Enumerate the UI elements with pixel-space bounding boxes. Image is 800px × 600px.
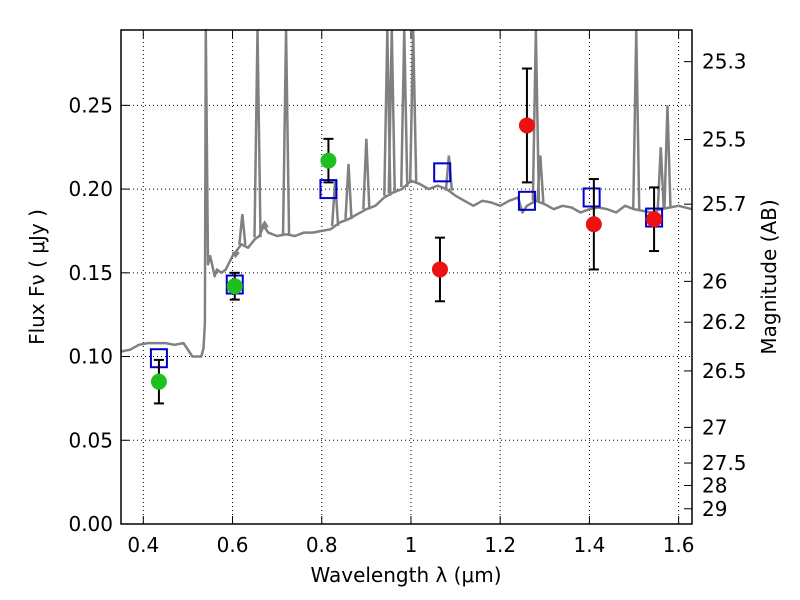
x-axis-title: Wavelength λ (μm) <box>310 563 501 587</box>
plot-frame <box>120 29 693 525</box>
axis-tick-labels: 0.4 0.6 0.8 1 1.2 1.4 1.6 0.00 0.05 0.10 0.15 0.20 0… <box>68 50 746 557</box>
y-tick-label: 0.05 <box>68 428 113 452</box>
y-tick-label: 0.10 <box>68 345 113 369</box>
right-tick-label: 28 <box>702 473 727 497</box>
right-tick-label: 25.3 <box>702 50 747 74</box>
x-tick-label: 0.8 <box>306 533 338 557</box>
emission-line-spike <box>663 105 672 208</box>
red-data-point <box>646 211 663 228</box>
right-tick-label: 25.7 <box>702 192 747 216</box>
emission-line-spike <box>260 220 269 228</box>
right-tick-label: 26 <box>702 269 727 293</box>
green-data-point <box>320 152 337 169</box>
model-band-square <box>582 187 601 208</box>
axis-ticks <box>121 30 692 525</box>
emission-line-spike <box>362 138 371 210</box>
model-band-square <box>433 162 452 183</box>
emission-line-spike <box>231 251 240 259</box>
right-tick-label: 25.5 <box>702 128 747 152</box>
emission-line-spike <box>536 155 545 203</box>
y-tick-label: 0.15 <box>68 261 113 285</box>
x-tick-label: 1.4 <box>573 533 605 557</box>
red-data-point <box>518 117 535 134</box>
right-tick-label: 26.5 <box>702 359 747 383</box>
x-tick-label: 1.6 <box>663 533 695 557</box>
emission-line-spike <box>238 214 247 245</box>
emission-line-spike <box>656 147 666 210</box>
x-tick-label: 0.6 <box>217 533 249 557</box>
right-axis-title: Magnitude (AB) <box>757 199 781 354</box>
right-tick-label: 27 <box>702 415 727 439</box>
x-tick-label: 1.2 <box>484 533 516 557</box>
model-spectrum-line <box>120 28 693 358</box>
y-tick-label: 0.25 <box>68 93 113 117</box>
red-data-point <box>585 216 602 233</box>
y-tick-label: 0.20 <box>68 177 113 201</box>
y-tick-label: 0.00 <box>68 512 113 536</box>
x-tick-label: 0.4 <box>127 533 159 557</box>
photometry-points <box>149 67 664 405</box>
emission-line-spike <box>344 163 353 220</box>
green-data-point <box>150 373 167 390</box>
right-tick-label: 26.2 <box>702 310 747 334</box>
right-tick-label: 27.5 <box>702 451 747 475</box>
red-data-point <box>431 261 448 278</box>
right-tick-label: 29 <box>702 497 727 521</box>
model-band-square <box>517 190 536 211</box>
y-axis-title: Flux Fν ( μJy ) <box>25 209 49 345</box>
x-tick-label: 1 <box>405 533 418 557</box>
green-data-point <box>226 278 243 295</box>
